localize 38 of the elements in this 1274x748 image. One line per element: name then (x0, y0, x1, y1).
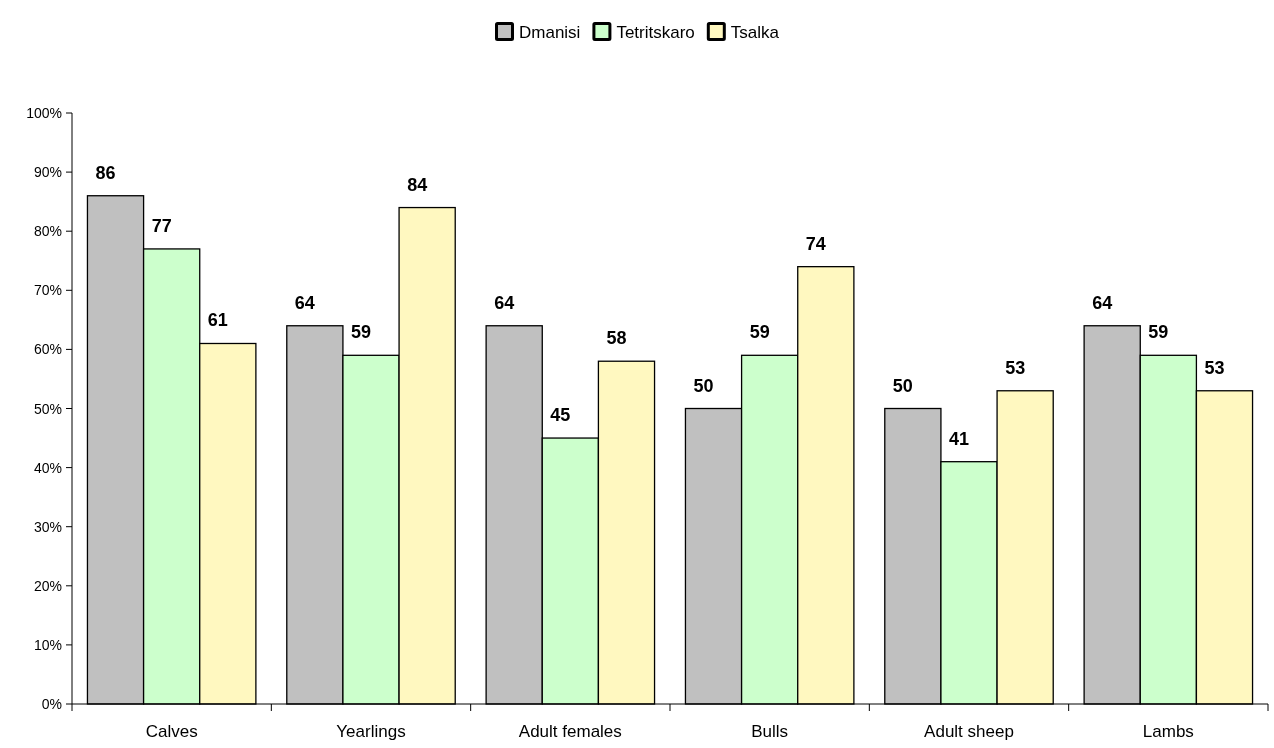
data-label: 64 (494, 292, 515, 313)
data-label: 41 (948, 428, 970, 449)
data-label: 84 (407, 174, 428, 195)
data-label: 64 (294, 292, 315, 313)
data-label: 45 (550, 405, 571, 426)
data-label: 58 (606, 328, 627, 349)
y-tick-label: 50% (33, 400, 62, 417)
x-tick-label: Yearlings (336, 722, 406, 741)
legend-label: Tetritskaro (616, 23, 695, 42)
data-label: 77 (151, 215, 172, 236)
y-tick-label: 0% (41, 696, 62, 712)
data-label: 64 (1092, 292, 1113, 313)
data-label: 59 (749, 322, 770, 343)
y-tick-label: 80% (33, 223, 62, 240)
y-tick-label: 40% (33, 459, 62, 476)
data-label: 59 (350, 322, 372, 343)
y-tick-label: 20% (33, 577, 62, 594)
y-tick-label: 100% (26, 105, 62, 121)
y-tick-label: 10% (33, 636, 62, 653)
x-tick-label: Adult sheep (924, 722, 1014, 741)
x-tick-label: Calves (145, 722, 198, 741)
x-tick-label: Adult females (518, 722, 622, 741)
data-label: 50 (892, 375, 913, 396)
y-tick-label: 90% (33, 164, 62, 181)
data-label: 86 (95, 162, 116, 183)
data-label: 74 (805, 233, 826, 254)
legend-label: Dmanisi (519, 23, 581, 42)
data-label: 59 (1148, 322, 1169, 343)
data-label: 53 (1204, 357, 1225, 378)
data-label: 50 (693, 375, 714, 396)
data-label: 53 (1005, 357, 1026, 378)
data-label: 61 (207, 310, 228, 331)
x-tick-label: Lambs (1142, 722, 1194, 741)
legend-label: Tsalka (730, 23, 780, 42)
x-tick-label: Bulls (751, 722, 789, 741)
y-tick-label: 60% (33, 341, 62, 358)
y-tick-label: 30% (33, 518, 62, 535)
y-tick-label: 70% (33, 282, 62, 299)
